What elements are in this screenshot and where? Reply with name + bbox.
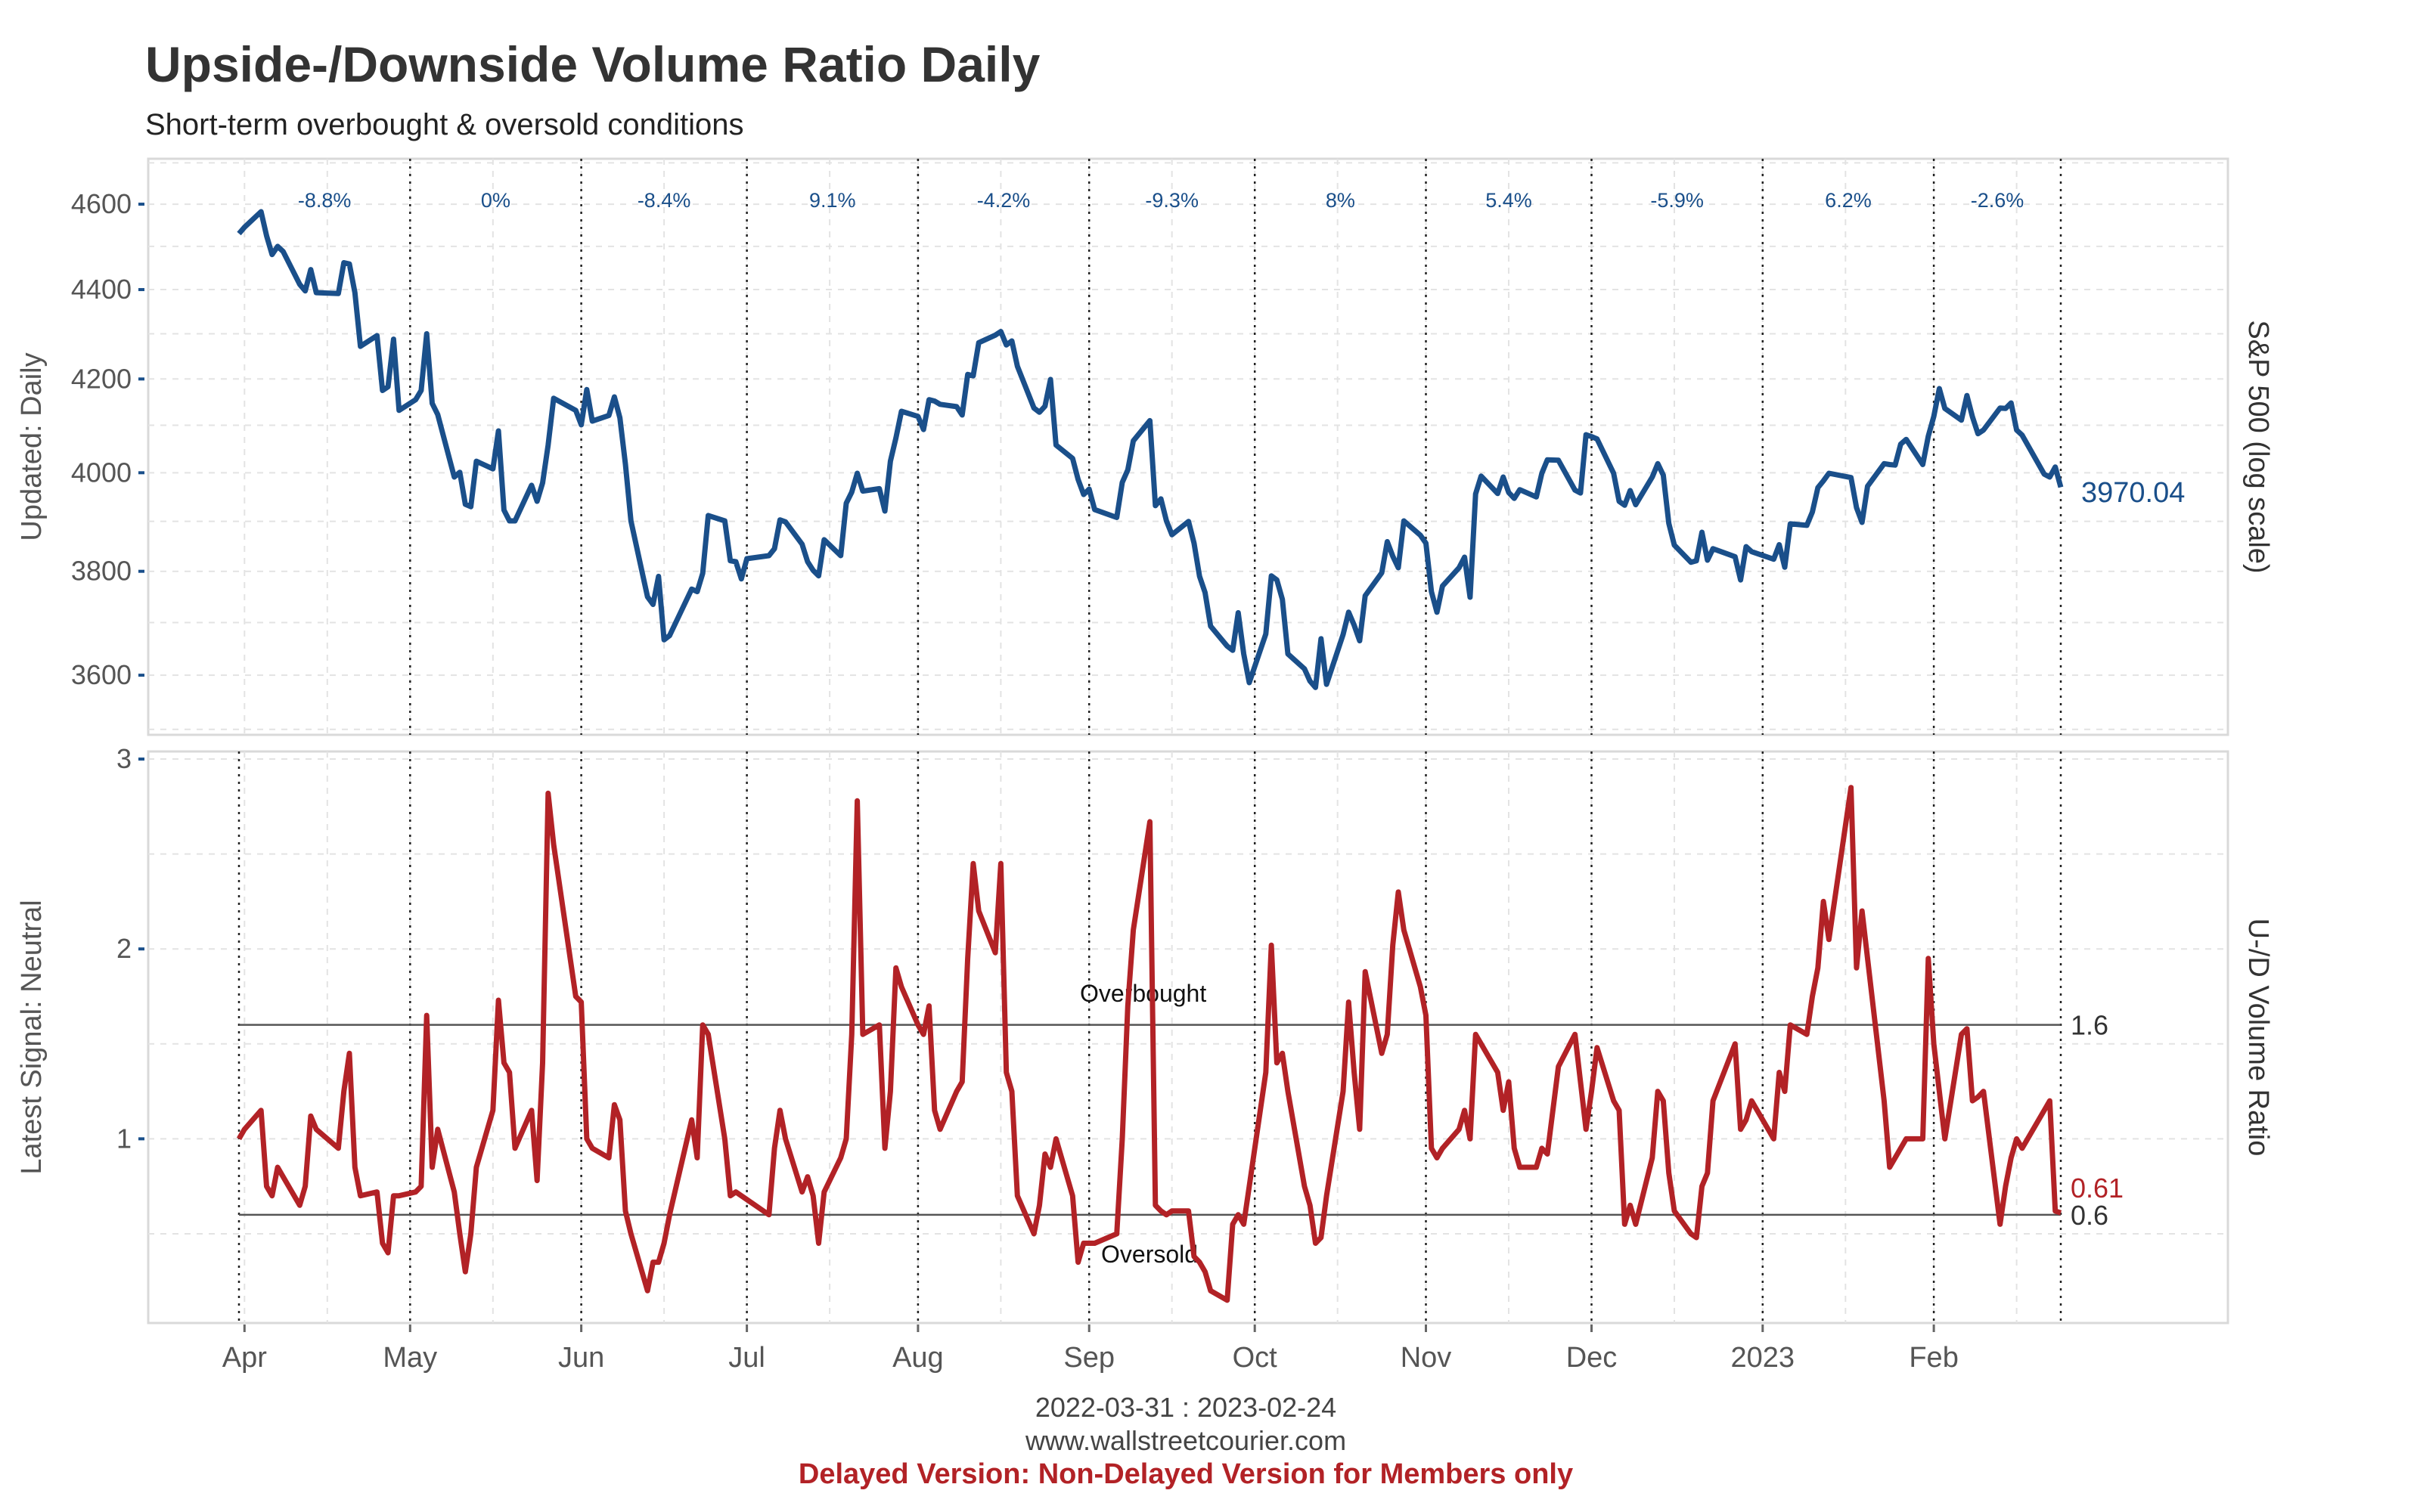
ratio-last-value: 0.61 — [2071, 1173, 2124, 1204]
monthly-change-label: 6.2% — [1825, 189, 1872, 212]
sp500-panel: -8.8% 0% -8.4% 9.1% -4.2% -9.3% 8% 5.4% -5.9% 6.2… — [16, 157, 2274, 736]
monthly-change-label: -4.2% — [977, 189, 1031, 212]
sp500-gridlines — [148, 159, 2228, 735]
x-tick-label: Apr — [222, 1342, 267, 1374]
ratio-series-line — [236, 785, 2062, 1303]
x-tick-label: 2023 — [1731, 1342, 1795, 1374]
monthly-change-label: 8% — [1326, 189, 1355, 212]
chart-title: Upside-/Downside Volume Ratio Daily — [145, 36, 1041, 92]
x-tick-label: Feb — [1909, 1342, 1958, 1374]
oversold-label: Oversold — [1101, 1241, 1198, 1268]
overbought-value-label: 1.6 — [2071, 1010, 2108, 1041]
sp500-y-tick-label: 4400 — [71, 274, 132, 305]
website: www.wallstreetcourier.com — [1025, 1425, 1346, 1456]
ratio-y-tick-label: 1 — [116, 1123, 132, 1154]
delayed-notice: Delayed Version: Non-Delayed Version for… — [799, 1458, 1573, 1490]
x-tick-label: Aug — [892, 1342, 944, 1374]
x-tick-label: Dec — [1566, 1342, 1618, 1374]
monthly-change-label: -2.6% — [1971, 189, 2024, 212]
ratio-y-tick-label: 3 — [116, 743, 132, 774]
sp500-y-tick-label: 3600 — [71, 659, 132, 690]
x-tick-label: Jul — [728, 1342, 765, 1374]
chart-subtitle: Short-term overbought & oversold conditi… — [145, 108, 744, 141]
sp500-y-axis: 3600 3800 4000 4200 4400 4600 — [71, 188, 144, 690]
ratio-left-label: Latest Signal: Neutral — [16, 900, 48, 1174]
oversold-value-label: 0.6 — [2071, 1200, 2108, 1231]
sp500-right-label: S&P 500 (log scale) — [2242, 320, 2274, 573]
monthly-change-label: 5.4% — [1485, 189, 1532, 212]
x-tick-label: Jun — [558, 1342, 604, 1374]
overbought-label: Overbought — [1080, 980, 1206, 1007]
sp500-panel-border — [147, 157, 2229, 736]
ratio-panel: 1 2 3 Overbought Oversold 1.6 0.6 0.61 Lat… — [16, 743, 2274, 1325]
date-range: 2022-03-31 : 2023-02-24 — [1035, 1392, 1336, 1423]
monthly-change-label: 9.1% — [809, 189, 856, 212]
monthly-change-label: -9.3% — [1145, 189, 1199, 212]
monthly-change-label: 0% — [481, 189, 510, 212]
sp500-y-tick-label: 4000 — [71, 457, 132, 488]
x-tick-label: Nov — [1401, 1342, 1452, 1374]
sp500-series-line — [237, 209, 2064, 690]
monthly-change-label: -5.9% — [1650, 189, 1704, 212]
sp500-y-tick-label: 3800 — [71, 556, 132, 587]
monthly-change-labels: -8.8% 0% -8.4% 9.1% -4.2% -9.3% 8% 5.4% -5.9% 6.2… — [298, 189, 2024, 212]
ratio-right-label: U-/D Volume Ratio — [2242, 919, 2274, 1157]
x-axis: Apr May Jun Jul Aug Sep Oct Nov Dec 2023 Feb — [222, 1325, 1959, 1374]
x-tick-label: May — [383, 1342, 437, 1374]
x-tick-label: Sep — [1063, 1342, 1115, 1374]
ratio-month-lines — [237, 751, 2062, 1323]
ratio-y-axis: 1 2 3 — [116, 743, 144, 1154]
sp500-month-lines — [409, 159, 2062, 735]
sp500-last-value: 3970.04 — [2081, 477, 2185, 509]
sp500-y-tick-label: 4600 — [71, 188, 132, 219]
sp500-y-tick-label: 4200 — [71, 363, 132, 394]
x-tick-label: Oct — [1233, 1342, 1278, 1374]
sp500-left-label: Updated: Daily — [16, 352, 48, 541]
monthly-change-label: -8.8% — [298, 189, 352, 212]
ratio-y-tick-label: 2 — [116, 933, 132, 964]
monthly-change-label: -8.4% — [638, 189, 691, 212]
